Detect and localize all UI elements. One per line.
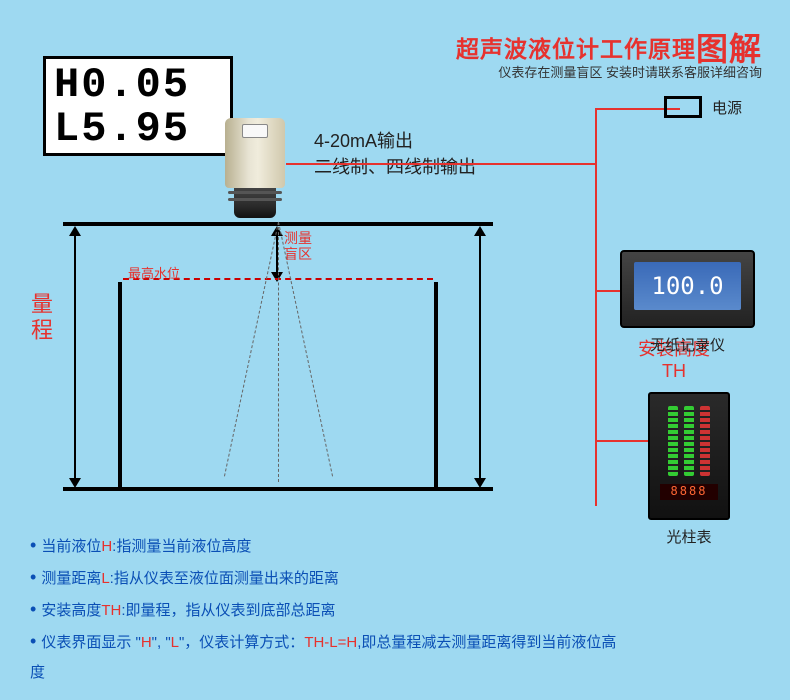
lcd-line-l: L5.95 <box>54 107 222 151</box>
lcd-display: H0.05 L5.95 <box>43 56 233 156</box>
power-icon <box>664 96 702 118</box>
lcd-line-h: H0.05 <box>54 63 222 107</box>
recorder-device: 100.0 无纸记录仪 <box>620 250 755 355</box>
bullet-3: 安装高度TH:即量程，指从仪表到底部总距离 <box>30 594 620 626</box>
max-water-label: 最高水位 <box>128 263 180 282</box>
install-height-arrow <box>479 228 481 486</box>
bullet-1: 当前液位H:指测量当前液位高度 <box>30 530 620 562</box>
wire-main <box>286 163 596 165</box>
bullet-4: 仪表界面显示 "H", "L"，仪表计算方式：TH-L=H,即总量程减去测量距离… <box>30 626 620 688</box>
range-label: 量程 <box>24 292 56 344</box>
wire-trunk <box>595 108 597 506</box>
bargraph-device: 8888 光柱表 <box>648 392 730 547</box>
output-spec: 4-20mA输出 二线制、四线制输出 <box>314 128 476 180</box>
blind-zone-label: 测量盲区 <box>284 230 312 262</box>
wave-line-center <box>278 222 279 482</box>
wire-bargraph <box>595 440 650 442</box>
range-arrow <box>74 228 76 486</box>
power-device: 电源 <box>664 96 742 118</box>
ultrasonic-sensor <box>225 118 285 218</box>
bullet-2: 测量距离L:指从仪表至液位面测量出来的距离 <box>30 562 620 594</box>
diagram-subtitle: 仪表存在测量盲区 安装时请联系客服详细咨询 <box>498 62 762 81</box>
legend-bullets: 当前液位H:指测量当前液位高度 测量距离L:指从仪表至液位面测量出来的距离 安装… <box>30 530 620 688</box>
